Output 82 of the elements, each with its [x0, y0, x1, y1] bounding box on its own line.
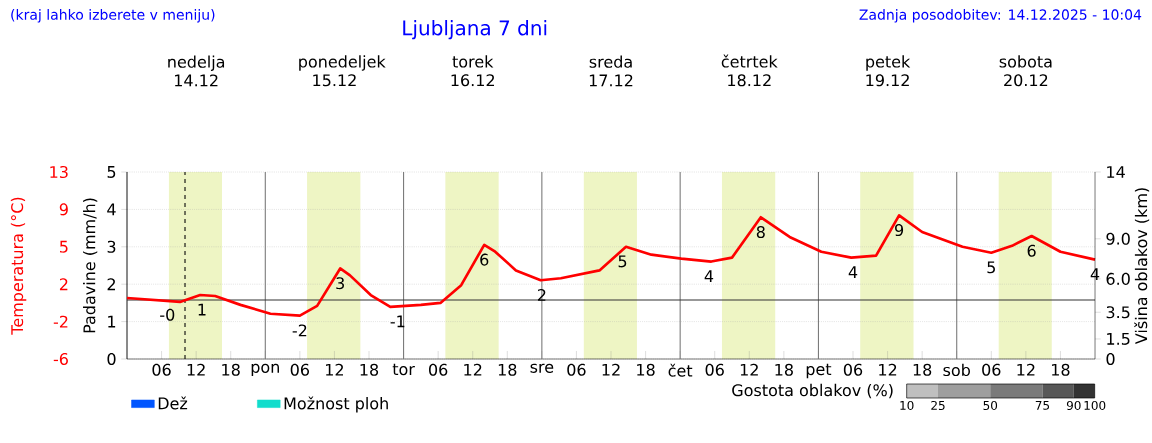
annotation: 3 — [336, 277, 344, 290]
y-tick-label: 9 — [59, 203, 68, 216]
y2-tick-label: 5 — [107, 166, 116, 178]
text: Zadnja posodobitev: 14.12.2025 - 10:04 — [859, 9, 1142, 23]
y3-tick-label: 1.5 — [1107, 333, 1130, 345]
annotation: -2 — [292, 324, 307, 337]
x-tick-label: 06 — [705, 363, 724, 376]
annotation: 5 — [987, 261, 995, 274]
x-tick-label: 18 — [498, 363, 517, 376]
x-tick-label: 18 — [775, 363, 793, 376]
x-tick-label: 18 — [222, 363, 240, 376]
color-bar-label: 75 — [1035, 400, 1050, 410]
x-tick-label: 06 — [843, 363, 863, 376]
y-axis-title: Temperatura (°C) — [10, 197, 27, 335]
x-tick-label: sob — [943, 363, 970, 377]
x-tick-label: čet — [668, 363, 693, 377]
y3-tick-label: 6.0 — [1106, 272, 1130, 285]
x-tick-label: 06 — [429, 363, 448, 376]
text: torek 16.12 — [451, 55, 495, 87]
y3-axis-title: Višina oblakov (km) — [1134, 188, 1150, 345]
text: (kraj lahko izberete v meniju) — [11, 9, 215, 23]
annotation: 8 — [756, 225, 765, 239]
annotation: 4 — [848, 266, 858, 278]
y3-tick-label: 9.0 — [1106, 232, 1130, 245]
y2-tick-label: 4 — [107, 203, 116, 216]
color-bar-label: 25 — [931, 400, 945, 411]
text: nedelja 14.12 — [168, 55, 225, 87]
annotation: 4 — [704, 270, 714, 282]
annotation: 1 — [198, 303, 206, 316]
annotation: 2 — [537, 288, 546, 301]
annotation: 4 — [1090, 268, 1100, 280]
x-tick-label: 18 — [913, 363, 932, 376]
x-tick-label: 06 — [567, 363, 586, 376]
text: četrtek 18.12 — [721, 54, 778, 87]
x-tick-label: 12 — [602, 363, 620, 376]
x-tick-label: tor — [392, 363, 415, 376]
y3-tick-label: 14 — [1107, 166, 1125, 178]
text: sreda 17.12 — [589, 55, 633, 87]
color-bar-label: 90 — [1066, 400, 1081, 411]
x-tick-label: 12 — [879, 363, 897, 376]
x-tick-label: 18 — [360, 363, 379, 376]
y3-tick-label: 0 — [1106, 352, 1115, 366]
x-tick-label: pet — [806, 363, 832, 379]
x-tick-label: sre — [530, 363, 554, 373]
x-tick-label: 12 — [1017, 363, 1035, 376]
x-tick-label: 12 — [326, 363, 343, 376]
annotation: -0 — [160, 308, 175, 321]
x-tick-label: 12 — [740, 363, 758, 376]
annotation: 9 — [895, 224, 904, 237]
annotation: 6 — [480, 253, 489, 266]
legend-label: Možnost ploh — [284, 396, 388, 413]
y-tick-label: 2 — [59, 278, 68, 291]
annotation: -1 — [390, 315, 405, 328]
y-tick-label: -2 — [53, 315, 68, 328]
y-tick-label: 5 — [60, 240, 68, 253]
x-tick-label: 18 — [1052, 363, 1070, 376]
y2-tick-label: 3 — [107, 240, 116, 253]
text: ponedeljek 15.12 — [299, 55, 386, 87]
text: sobota 20.12 — [999, 55, 1052, 87]
x-tick-label: 06 — [982, 363, 1001, 376]
y-tick-label: 13 — [50, 165, 68, 179]
y2-tick-label: 1 — [108, 315, 116, 328]
chart-title: Ljubljana 7 dni — [403, 20, 547, 40]
y-tick-label: -6 — [53, 352, 68, 366]
x-tick-label: 06 — [290, 363, 310, 376]
color-bar-label: 100 — [1084, 400, 1106, 411]
y3-tick-label: 3.5 — [1106, 306, 1130, 319]
x-tick-label: 06 — [152, 363, 171, 376]
y2-tick-label: 2 — [107, 278, 115, 291]
color-bar-title: Gostota oblakov (%) — [732, 383, 893, 399]
x-tick-label: pon — [251, 363, 279, 376]
text: petek 19.12 — [866, 55, 911, 87]
color-bar-label: 50 — [983, 400, 998, 411]
x-tick-label: 12 — [464, 363, 482, 376]
color-bar-label: 10 — [900, 400, 914, 411]
y2-axis-title: Padavine (mm/h) — [83, 198, 98, 333]
y2-tick-label: 0 — [107, 352, 116, 366]
annotation: 5 — [618, 255, 627, 268]
x-tick-label: 18 — [637, 363, 655, 376]
annotation: 6 — [1027, 244, 1036, 257]
legend-label: Dež — [158, 396, 188, 410]
x-tick-label: 12 — [187, 363, 205, 376]
